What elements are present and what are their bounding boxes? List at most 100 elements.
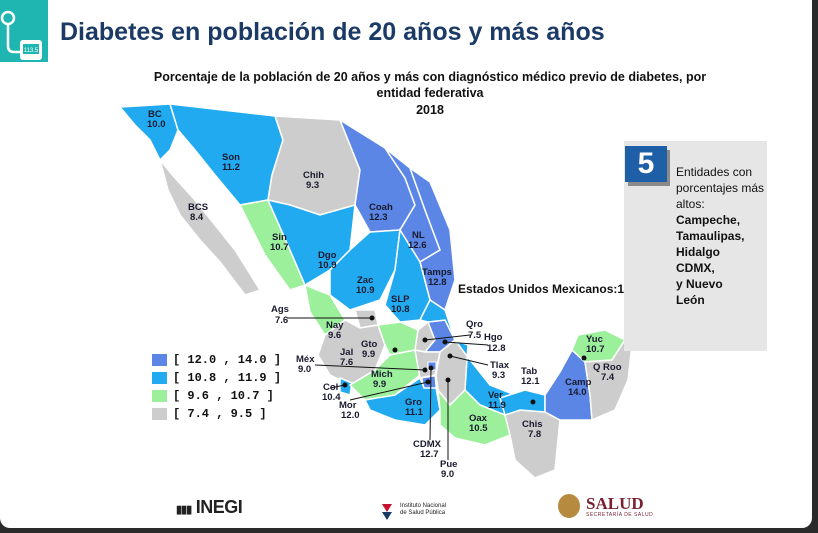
capital-dots bbox=[342, 315, 587, 405]
label-gro-value: 11.1 bbox=[405, 407, 424, 418]
leader-cdmx bbox=[429, 367, 432, 441]
label-nl-abbr: NL bbox=[412, 230, 425, 241]
label-sin-abbr: Sin bbox=[272, 232, 287, 243]
label-camp-value: 14.0 bbox=[568, 387, 587, 398]
label-oax-value: 10.5 bbox=[469, 423, 488, 434]
glucometer-icon: 113.5 bbox=[0, 10, 42, 60]
highlight-state: Campeche, bbox=[676, 213, 741, 227]
label-cdmx-abbr: CDMX bbox=[413, 439, 442, 450]
insp-logo: Instituto Nacional de Salud Pública bbox=[378, 498, 460, 522]
label-hgo-abbr: Hgo bbox=[484, 332, 503, 343]
legend-label: [ 10.8 , 11.9 ] bbox=[173, 371, 282, 385]
label-tlax-abbr: Tlax bbox=[490, 360, 510, 371]
header-accent-tab: 113.5 bbox=[0, 0, 48, 62]
highlight-caption: Entidades con porcentajes más altos: bbox=[676, 165, 765, 211]
map-legend: [ 12.0 , 14.0 ] [ 10.8 , 11.9 ] [ 9.6 , … bbox=[152, 352, 281, 424]
salud-seal-icon bbox=[558, 494, 580, 518]
label-tlax-value: 9.3 bbox=[492, 370, 505, 381]
legend-item: [ 10.8 , 11.9 ] bbox=[152, 370, 281, 386]
highlight-state: y Nuevo bbox=[676, 277, 723, 291]
insp-line-2: de Salud Pública bbox=[400, 510, 446, 516]
svg-text:113.5: 113.5 bbox=[24, 48, 39, 54]
highlight-state: Hidalgo bbox=[676, 245, 720, 259]
label-tamps-abbr: Tamps bbox=[422, 267, 452, 278]
highlight-state: CDMX, bbox=[676, 261, 715, 275]
salud-logo: SALUD SECRETARÍA DE SALUD bbox=[558, 494, 653, 518]
salud-subtitle: SECRETARÍA DE SALUD bbox=[586, 511, 654, 518]
legend-item: [ 12.0 , 14.0 ] bbox=[152, 352, 281, 368]
label-chis-value: 7.8 bbox=[528, 429, 541, 440]
label-dgo-abbr: Dgo bbox=[318, 250, 337, 261]
label-pue-abbr: Pue bbox=[440, 459, 457, 470]
label-mex-value: 9.0 bbox=[298, 364, 311, 375]
insp-icon bbox=[382, 504, 392, 520]
label-mor-value: 12.0 bbox=[341, 410, 360, 421]
label-mex-abbr: Méx bbox=[296, 354, 315, 365]
label-gto-value: 9.9 bbox=[362, 349, 375, 360]
label-zac-value: 10.9 bbox=[356, 285, 375, 296]
leader-qro bbox=[424, 334, 471, 341]
inegi-logo: ▮▮▮ INEGI bbox=[176, 497, 243, 518]
label-oax-abbr: Oax bbox=[469, 413, 488, 424]
label-ver-abbr: Ver bbox=[488, 390, 503, 401]
subtitle-line-1: Porcentaje de la población de 20 años y … bbox=[153, 70, 707, 84]
label-slp-abbr: SLP bbox=[391, 294, 410, 305]
page-title: Diabetes en población de 20 años y más a… bbox=[60, 18, 605, 46]
label-chih-abbr: Chih bbox=[303, 170, 324, 181]
label-coah-value: 12.3 bbox=[369, 212, 388, 223]
legend-swatch bbox=[152, 354, 167, 366]
label-bc-abbr: BC bbox=[148, 109, 162, 120]
legend-label: [ 12.0 , 14.0 ] bbox=[173, 353, 282, 367]
insp-text: Instituto Nacional de Salud Pública bbox=[400, 503, 460, 517]
label-tamps-value: 12.8 bbox=[428, 277, 447, 288]
label-nay-abbr: Nay bbox=[326, 320, 344, 331]
label-zac-abbr: Zac bbox=[357, 275, 373, 286]
inegi-text: INEGI bbox=[195, 497, 243, 517]
label-jal-abbr: Jal bbox=[340, 347, 353, 358]
label-camp-abbr: Camp bbox=[565, 377, 592, 388]
label-mich-abbr: Mich bbox=[371, 369, 393, 380]
label-tab-value: 12.1 bbox=[521, 376, 540, 387]
label-gto-abbr: Gto bbox=[361, 339, 378, 350]
subtitle-line-2: entidad federativa bbox=[376, 86, 484, 100]
highlight-state: León bbox=[676, 293, 705, 307]
legend-label: [ 9.6 , 10.7 ] bbox=[173, 389, 274, 403]
label-gro-abbr: Gro bbox=[405, 397, 422, 408]
leader-tlax bbox=[449, 355, 489, 366]
label-nl-value: 12.6 bbox=[408, 240, 427, 251]
legend-item: [ 7.4 , 9.5 ] bbox=[152, 406, 281, 422]
label-col-value: 10.4 bbox=[322, 392, 341, 403]
leader-col bbox=[329, 384, 346, 389]
legend-item: [ 9.6 , 10.7 ] bbox=[152, 388, 281, 404]
label-col-abbr: Col bbox=[323, 382, 338, 393]
label-son-abbr: Son bbox=[222, 152, 240, 163]
legend-label: [ 7.4 , 9.5 ] bbox=[173, 407, 267, 421]
label-qroo-abbr: Q Roo bbox=[593, 362, 622, 373]
leader-mor bbox=[349, 381, 429, 401]
legend-swatch bbox=[152, 390, 167, 402]
label-mor-abbr: Mor bbox=[339, 400, 357, 411]
label-yuc-abbr: Yuc bbox=[586, 334, 603, 345]
label-bc-value: 10.0 bbox=[147, 119, 166, 130]
label-tab-abbr: Tab bbox=[521, 366, 537, 377]
region-zac bbox=[329, 229, 401, 311]
label-son-value: 11.2 bbox=[222, 162, 240, 173]
label-ags-abbr: Ags bbox=[271, 304, 289, 315]
highlight-number: 5 bbox=[625, 146, 667, 182]
label-bcs-value: 8.4 bbox=[190, 212, 204, 223]
label-pue-value: 9.0 bbox=[441, 469, 454, 480]
legend-swatch bbox=[152, 408, 167, 420]
highlight-state: Tamaulipas, bbox=[676, 229, 745, 243]
highlight-text: Entidades con porcentajes más altos: Cam… bbox=[676, 164, 766, 308]
salud-text: SALUD SECRETARÍA DE SALUD bbox=[586, 495, 653, 518]
label-nay-value: 9.6 bbox=[328, 330, 341, 341]
label-yuc-value: 10.7 bbox=[586, 344, 605, 355]
label-qro-value: 7.5 bbox=[468, 330, 482, 341]
label-ver-value: 11.9 bbox=[488, 400, 506, 411]
subtitle-year: 2018 bbox=[416, 103, 444, 117]
label-cdmx-value: 12.7 bbox=[420, 449, 439, 460]
leader-mex bbox=[314, 364, 426, 371]
